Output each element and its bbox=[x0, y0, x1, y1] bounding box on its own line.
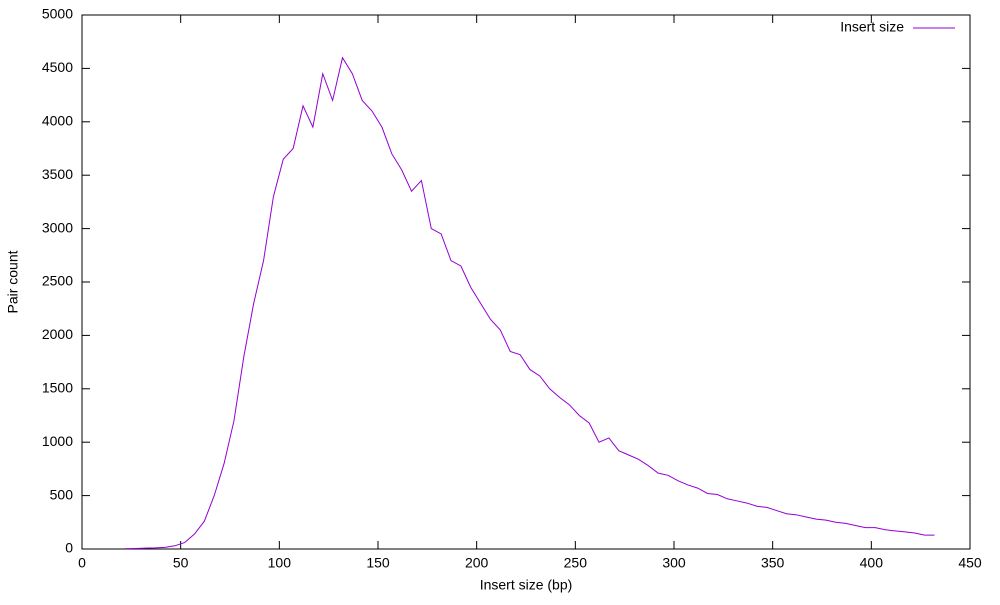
x-tick-label: 150 bbox=[366, 555, 390, 571]
y-tick-label: 5000 bbox=[42, 6, 73, 22]
x-tick-label: 450 bbox=[958, 555, 982, 571]
x-tick-label: 350 bbox=[761, 555, 785, 571]
y-tick-label: 1000 bbox=[42, 433, 73, 449]
y-tick-label: 2500 bbox=[42, 273, 73, 289]
data-line bbox=[125, 56, 935, 550]
x-tick-label: 200 bbox=[465, 555, 489, 571]
y-tick-label: 4500 bbox=[42, 59, 73, 75]
x-tick-label: 100 bbox=[268, 555, 292, 571]
x-tick-label: 300 bbox=[662, 555, 686, 571]
y-tick-label: 3500 bbox=[42, 166, 73, 182]
y-tick-label: 500 bbox=[50, 486, 74, 502]
x-tick-label: 250 bbox=[564, 555, 588, 571]
x-tick-label: 0 bbox=[78, 555, 86, 571]
x-axis-label: Insert size (bp) bbox=[480, 577, 573, 593]
y-tick-label: 2000 bbox=[42, 326, 73, 342]
y-tick-label: 0 bbox=[65, 540, 73, 556]
x-tick-label: 400 bbox=[860, 555, 884, 571]
x-tick-label: 50 bbox=[173, 555, 189, 571]
legend-label: Insert size bbox=[840, 19, 904, 35]
y-tick-label: 4000 bbox=[42, 113, 73, 129]
plot-border bbox=[81, 14, 971, 550]
y-axis-label: Pair count bbox=[5, 250, 21, 313]
y-tick-label: 1500 bbox=[42, 380, 73, 396]
y-tick-label: 3000 bbox=[42, 219, 73, 235]
